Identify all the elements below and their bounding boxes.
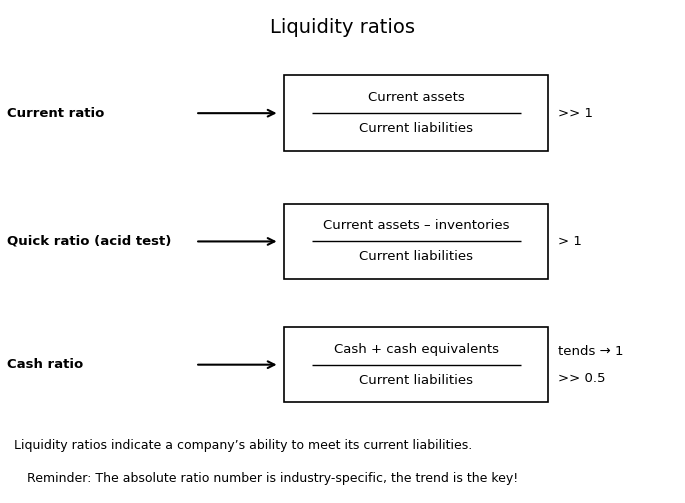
Text: Reminder: The absolute ratio number is industry-specific, the trend is the key!: Reminder: The absolute ratio number is i… (27, 472, 519, 485)
Text: > 1: > 1 (558, 235, 582, 248)
Text: Quick ratio (acid test): Quick ratio (acid test) (7, 235, 171, 248)
Text: Current liabilities: Current liabilities (359, 122, 473, 135)
Text: Cash ratio: Cash ratio (7, 358, 83, 371)
Text: Current liabilities: Current liabilities (359, 374, 473, 387)
Text: Current assets – inventories: Current assets – inventories (323, 219, 510, 232)
Bar (284, 204, 548, 279)
Text: Liquidity ratios: Liquidity ratios (270, 18, 415, 37)
Text: Current ratio: Current ratio (7, 107, 104, 120)
Text: >> 1: >> 1 (558, 107, 593, 120)
Text: Cash + cash equivalents: Cash + cash equivalents (334, 343, 499, 356)
Bar (284, 327, 548, 402)
Text: Current assets: Current assets (368, 91, 464, 104)
Text: >> 0.5: >> 0.5 (558, 372, 606, 385)
Bar (284, 75, 548, 151)
Text: Current liabilities: Current liabilities (359, 250, 473, 264)
Text: tends → 1: tends → 1 (558, 345, 624, 358)
Text: Liquidity ratios indicate a company’s ability to meet its current liabilities.: Liquidity ratios indicate a company’s ab… (14, 439, 472, 452)
